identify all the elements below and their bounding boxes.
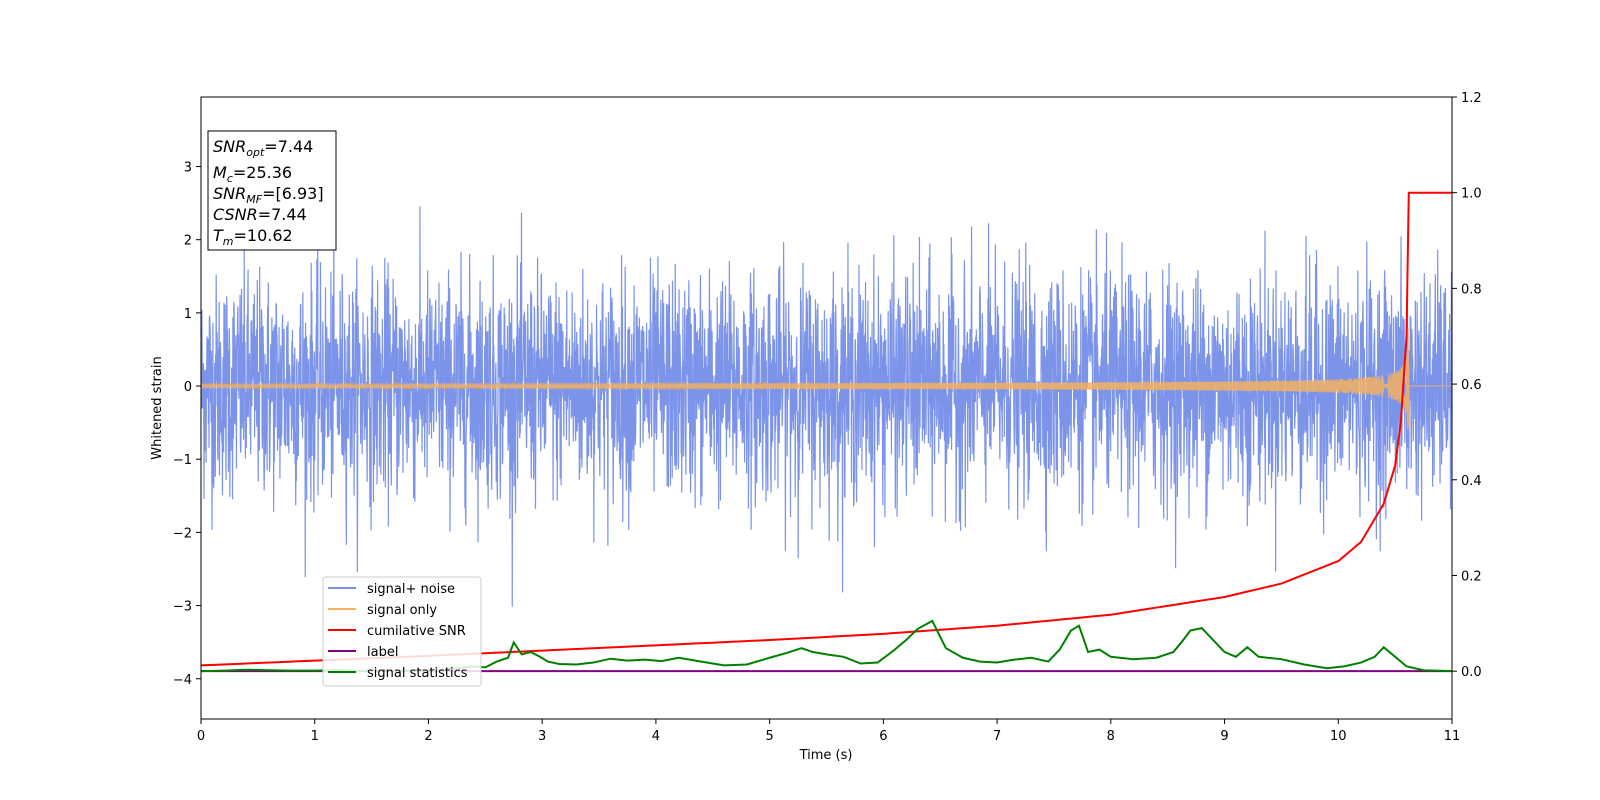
info-csnr: CSNR=7.44 <box>213 205 307 224</box>
y2-tick-label: 0.8 <box>1461 282 1482 297</box>
info-tm: Tm=10.62 <box>213 226 293 248</box>
legend: signal+ noise signal only cumilative SNR… <box>322 576 482 687</box>
legend-item-signal-only: signal only <box>328 603 437 618</box>
y-tick-label: 0 <box>184 380 192 395</box>
y2-tick-label: 0.4 <box>1461 474 1482 489</box>
legend-label-signal-statistics: signal statistics <box>367 666 468 681</box>
x-tick-label: 8 <box>1107 729 1115 744</box>
legend-frame <box>322 576 482 687</box>
y2-tick-label: 1.0 <box>1461 187 1482 202</box>
x-tick-label: 11 <box>1444 729 1461 744</box>
x-tick-label: 9 <box>1220 729 1228 744</box>
x-tick-label: 0 <box>197 729 205 744</box>
x-tick-label: 2 <box>424 729 432 744</box>
series-signal-statistics <box>201 619 1452 673</box>
x-tick-label: 6 <box>879 729 887 744</box>
x-tick-label: 5 <box>765 729 773 744</box>
series-cumulative-snr <box>201 191 1452 667</box>
y2-tick-label: 1.2 <box>1461 91 1482 106</box>
legend-item-signal-statistics: signal statistics <box>328 666 468 681</box>
y2-tick-label: 0.2 <box>1461 569 1482 584</box>
x-tick-label: 1 <box>311 729 319 744</box>
y-tick-label: −3 <box>173 600 192 615</box>
legend-label-cumulative-snr: cumilative SNR <box>367 624 466 639</box>
legend-label-signal-noise: signal+ noise <box>367 582 455 597</box>
y-tick-label: −2 <box>173 526 192 541</box>
y-tick-label: −4 <box>173 673 192 688</box>
x-tick-label: 7 <box>993 729 1001 744</box>
info-box-frame <box>207 130 337 251</box>
info-mc: Mc=25.36 <box>213 163 292 185</box>
y-axis-label: Whitened strain <box>150 356 165 459</box>
info-box: SNRopt=7.44 Mc=25.36 SNRMF=[6.93] CSNR=7… <box>207 130 337 251</box>
y2-tick-label: 0.0 <box>1461 665 1482 680</box>
y-tick-label: 1 <box>184 307 192 322</box>
y-tick-label: 3 <box>184 161 192 176</box>
y-axis-right: 0.0 0.2 0.4 0.6 0.8 1.0 1.2 <box>1452 91 1482 680</box>
legend-item-cumulative-snr: cumilative SNR <box>328 624 466 639</box>
y-axis-left: −4 −3 −2 −1 0 1 2 3 <box>173 161 201 688</box>
series-signal-noise <box>201 206 1452 607</box>
y2-tick-label: 0.6 <box>1461 378 1482 393</box>
legend-item-signal-noise: signal+ noise <box>328 582 455 597</box>
x-tick-label: 4 <box>652 729 660 744</box>
series-signal-only <box>201 328 1452 430</box>
x-axis: 0 1 2 3 4 5 6 7 8 9 10 11 <box>197 719 1460 744</box>
info-snr-mf: SNRMF=[6.93] <box>213 184 324 206</box>
legend-item-label: label <box>328 645 398 660</box>
y-tick-label: −1 <box>173 453 192 468</box>
info-snr-opt: SNRopt=7.44 <box>213 137 313 159</box>
y-tick-label: 2 <box>184 234 192 249</box>
plot-frame <box>200 96 1453 720</box>
legend-label-label: label <box>367 645 398 660</box>
x-axis-label: Time (s) <box>799 748 853 763</box>
x-tick-label: 3 <box>538 729 546 744</box>
x-tick-label: 10 <box>1330 729 1347 744</box>
legend-label-signal-only: signal only <box>367 603 437 618</box>
